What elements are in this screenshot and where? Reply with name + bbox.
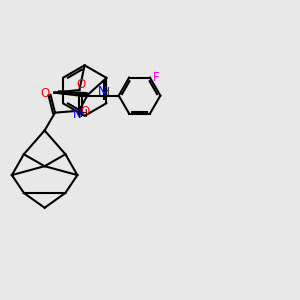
Text: O: O	[40, 87, 49, 100]
Text: N: N	[98, 85, 106, 98]
Text: O: O	[80, 106, 89, 118]
Text: F: F	[153, 70, 160, 83]
Text: H: H	[102, 87, 110, 97]
Text: O: O	[76, 78, 86, 91]
Text: N: N	[73, 108, 82, 121]
Text: H: H	[80, 109, 88, 119]
